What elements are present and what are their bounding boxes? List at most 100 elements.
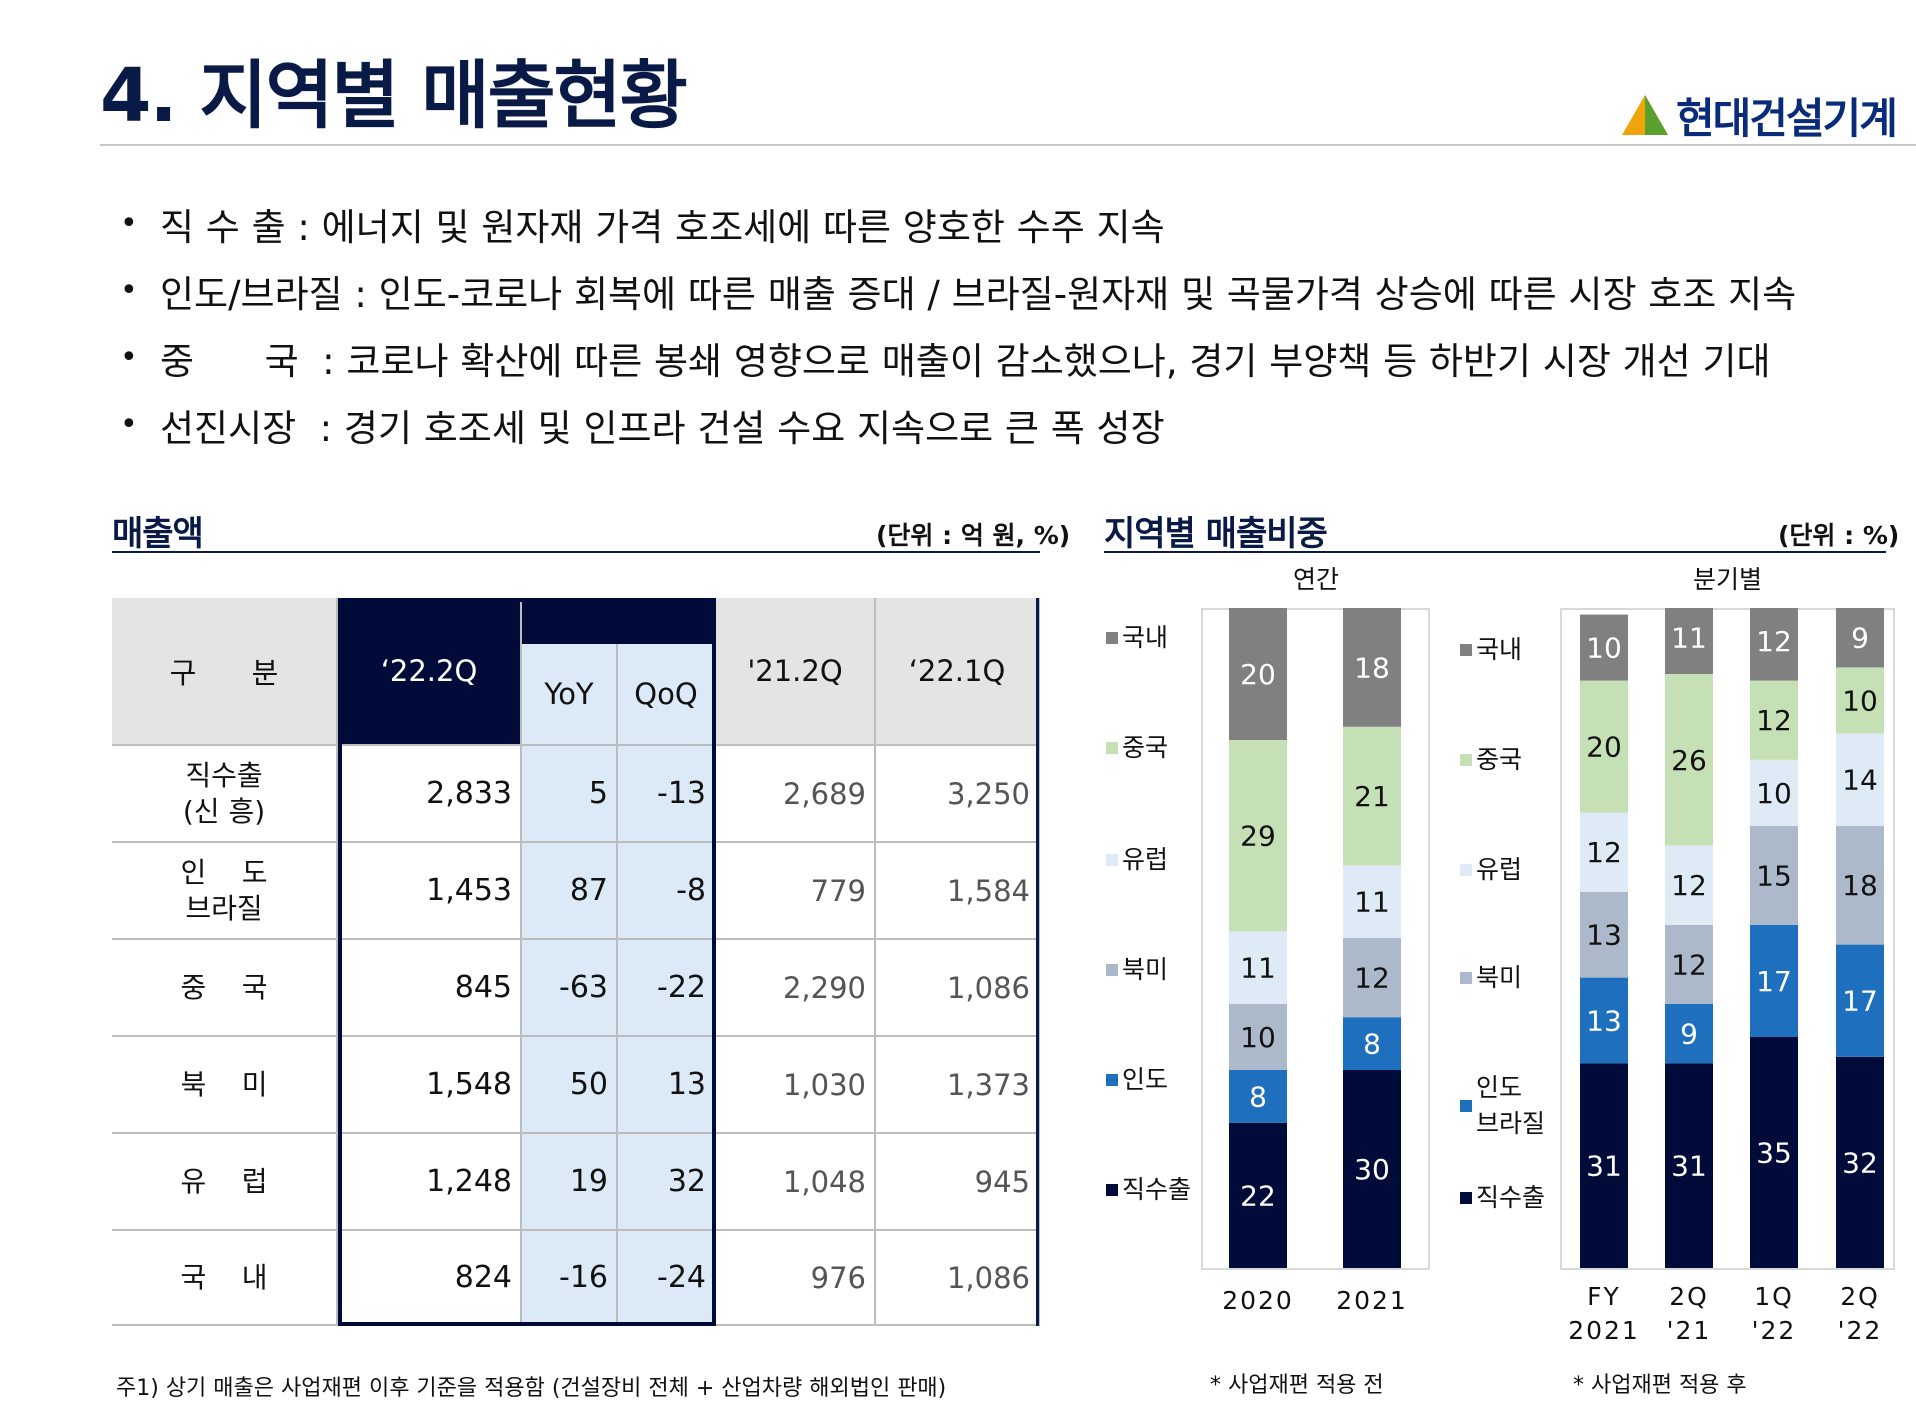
cell-yoy: 19 [522,1134,618,1231]
bar-segment [1836,944,1884,1057]
legend-label: 국내 [1476,635,1523,664]
legend-swatch [1106,1184,1118,1196]
bar-segment [1229,1004,1287,1070]
bar-segment [1665,924,1713,1004]
bar-value-label: 26 [1671,744,1707,777]
cell-qoq: -22 [618,940,716,1037]
cell-yoy: 87 [522,843,618,940]
cell-current: 845 [338,940,522,1037]
x-tick-label: 1Q '22 [1751,1282,1797,1345]
cell-qoq: -24 [618,1231,716,1326]
cell-prev-quarter: 3,250 [876,746,1040,843]
x-tick-label: FY 2021 [1568,1282,1640,1345]
bar-value-label: 15 [1756,859,1792,892]
cell-current: 1,453 [338,843,522,940]
legend-label: 인도 브라질 [1476,1073,1546,1138]
bar-segment [1229,740,1287,932]
legend-label: 직수출 [1476,1183,1546,1212]
legend-label: 북미 [1122,955,1169,984]
bar-segment [1750,825,1798,925]
bullet-dot-icon: • [120,206,138,241]
sales-table: 구 분 ‘22.2Q YoY QoQ '21.2Q ‘22.1Q 직수출 (신 … [112,598,1040,1326]
legend-item: 직수출 [1106,1172,1191,1208]
bar-value-label: 10 [1240,1021,1276,1054]
bullet-item: • 직 수 출 : 에너지 및 원자재 가격 호조세에 따른 양호한 수주 지속 [120,190,1900,257]
bullet-key: 선진시장 : [160,406,333,450]
cell-prev-year: 1,030 [716,1037,876,1134]
bar-value-label: 22 [1240,1179,1276,1212]
legend-swatch [1106,742,1118,754]
bullet-dot-icon: • [120,340,138,375]
header-yoy: YoY [522,644,618,746]
legend-item: 북미 [1460,960,1522,996]
cell-yoy: -63 [522,940,618,1037]
legend-item: 인도 브라질 [1460,1070,1545,1142]
bar-value-label: 12 [1586,836,1622,869]
cell-yoy: 50 [522,1037,618,1134]
legend-item: 중국 [1106,730,1168,766]
bar-segment [1229,608,1287,740]
bar-segment [1580,977,1628,1064]
bar-value-label: 12 [1756,704,1792,737]
cell-prev-quarter: 945 [876,1134,1040,1231]
cell-qoq: -8 [618,843,716,940]
bar-value-label: 30 [1354,1153,1390,1186]
share-section-rule [1104,551,1886,553]
cell-prev-quarter: 1,086 [876,1231,1040,1326]
legend-label: 중국 [1476,745,1523,774]
sales-footnote: 주1) 상기 매출은 사업재편 이후 기준을 적용함 (건설장비 전체 + 산업… [116,1376,947,1401]
cell-qoq: 32 [618,1134,716,1231]
bar-value-label: 11 [1671,622,1707,655]
legend-item: 국내 [1106,620,1168,656]
bar-value-label: 31 [1586,1150,1622,1183]
bullet-text: 코로나 확산에 따른 봉쇄 영향으로 매출이 감소했으나, 경기 부양책 등 하… [334,339,1771,383]
bar-segment [1665,845,1713,925]
cell-prev-year: 976 [716,1231,876,1326]
sales-section-title: 매출액 [112,514,204,554]
bullet-text: 경기 호조세 및 인프라 건설 수요 지속으로 큰 폭 성장 [332,406,1165,450]
bar-segment [1343,608,1401,727]
bar-segment [1665,1004,1713,1064]
bar-segment [1229,931,1287,1004]
legend-label: 국내 [1122,623,1169,652]
legend-label: 중국 [1122,733,1169,762]
bar-segment [1665,1063,1713,1268]
bar-segment [1343,865,1401,938]
bar-value-label: 32 [1842,1146,1878,1179]
bar-value-label: 29 [1240,820,1276,853]
cell-prev-quarter: 1,584 [876,843,1040,940]
header-prev-year-quarter: '21.2Q [716,598,876,746]
bar-value-label: 10 [1586,632,1622,665]
legend-item: 북미 [1106,952,1168,988]
row-label: 직수출 (신 흥) [112,746,338,843]
bar-value-label: 14 [1842,764,1878,797]
bar-value-label: 12 [1354,962,1390,995]
bullet-item: • 중 국 : 코로나 확산에 따른 봉쇄 영향으로 매출이 감소했으나, 경기 … [120,324,1900,391]
bar-value-label: 20 [1240,658,1276,691]
bar-segment [1836,733,1884,826]
cell-prev-year: 2,689 [716,746,876,843]
bar-value-label: 17 [1842,985,1878,1018]
legend-swatch [1460,864,1472,876]
legend-swatch [1460,754,1472,766]
bar-value-label: 10 [1756,777,1792,810]
share-unit: (단위 : %) [1778,521,1900,550]
table-right-edge [1036,598,1039,1326]
bullet-key: 인도/브라질 : [160,272,367,316]
bar-segment [1229,1122,1287,1268]
bar-segment [1229,1070,1287,1123]
bar-value-label: 10 [1842,684,1878,717]
bar-segment [1343,1017,1401,1070]
legend-swatch [1106,1074,1118,1086]
bar-segment [1836,1056,1884,1268]
cell-prev-quarter: 1,086 [876,940,1040,1037]
cell-yoy: -16 [522,1231,618,1326]
bar-value-label: 18 [1354,651,1390,684]
bar-value-label: 13 [1586,1005,1622,1038]
legend-item: 유럽 [1460,852,1522,888]
bar-value-label: 9 [1851,622,1869,655]
bar-value-label: 12 [1671,869,1707,902]
bar-value-label: 17 [1756,965,1792,998]
bar-segment [1580,614,1628,681]
legend-item: 중국 [1460,742,1522,778]
